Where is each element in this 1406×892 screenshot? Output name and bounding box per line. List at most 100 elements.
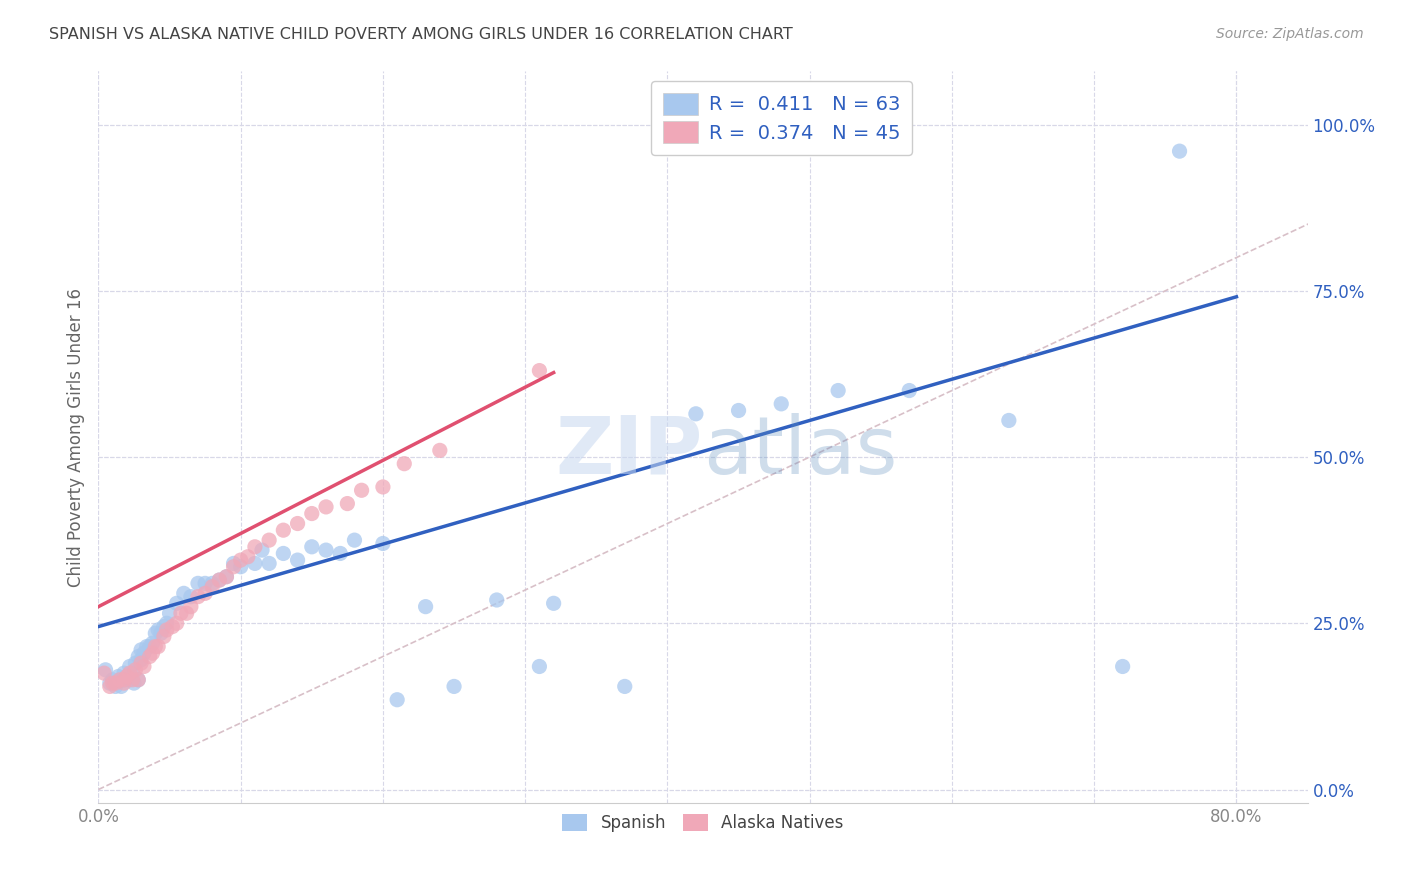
Point — [187, 576, 209, 591]
Point — [201, 580, 224, 594]
Point — [243, 557, 266, 571]
Point — [162, 619, 184, 633]
Point — [156, 623, 179, 637]
Point — [107, 669, 129, 683]
Point — [153, 630, 176, 644]
Point — [287, 516, 309, 531]
Point — [112, 673, 135, 687]
Point — [187, 590, 209, 604]
Point — [138, 640, 160, 654]
Point — [127, 649, 149, 664]
Point — [143, 626, 166, 640]
Point — [129, 653, 152, 667]
Point — [257, 557, 280, 571]
Point — [104, 676, 127, 690]
Point — [176, 607, 198, 621]
Point — [101, 676, 124, 690]
Point — [170, 607, 193, 621]
Point — [180, 599, 202, 614]
Point — [180, 590, 202, 604]
Point — [194, 586, 217, 600]
Point — [121, 666, 143, 681]
Point — [1111, 659, 1133, 673]
Point — [159, 607, 181, 621]
Point — [138, 649, 160, 664]
Point — [727, 403, 749, 417]
Point — [98, 676, 121, 690]
Point — [429, 443, 451, 458]
Point — [287, 553, 309, 567]
Point — [350, 483, 373, 498]
Point — [122, 676, 145, 690]
Point — [415, 599, 437, 614]
Point — [118, 666, 141, 681]
Point — [127, 673, 149, 687]
Point — [121, 673, 143, 687]
Point — [529, 363, 551, 377]
Point — [93, 666, 115, 681]
Point — [208, 573, 231, 587]
Point — [371, 480, 394, 494]
Point — [194, 576, 217, 591]
Text: ZIP: ZIP — [555, 413, 703, 491]
Point — [112, 673, 135, 687]
Text: SPANISH VS ALASKA NATIVE CHILD POVERTY AMONG GIRLS UNDER 16 CORRELATION CHART: SPANISH VS ALASKA NATIVE CHILD POVERTY A… — [49, 27, 793, 42]
Point — [257, 533, 280, 548]
Point — [156, 616, 179, 631]
Point — [385, 692, 408, 706]
Point — [998, 413, 1021, 427]
Point — [208, 573, 231, 587]
Point — [124, 656, 146, 670]
Point — [124, 663, 146, 677]
Legend: Spanish, Alaska Natives: Spanish, Alaska Natives — [555, 807, 851, 838]
Point — [394, 457, 416, 471]
Point — [129, 656, 152, 670]
Point — [153, 619, 176, 633]
Point — [129, 643, 152, 657]
Point — [229, 559, 252, 574]
Point — [132, 659, 155, 673]
Point — [115, 669, 138, 683]
Point — [135, 640, 157, 654]
Point — [110, 680, 132, 694]
Point — [215, 570, 238, 584]
Point — [166, 616, 188, 631]
Point — [115, 669, 138, 683]
Point — [166, 596, 188, 610]
Point — [222, 559, 245, 574]
Point — [315, 543, 337, 558]
Point — [173, 586, 195, 600]
Point — [150, 626, 173, 640]
Point — [343, 533, 366, 548]
Point — [529, 659, 551, 673]
Point — [112, 676, 135, 690]
Point — [141, 646, 163, 660]
Text: atlas: atlas — [703, 413, 897, 491]
Point — [141, 636, 163, 650]
Point — [898, 384, 921, 398]
Point — [229, 553, 252, 567]
Point — [127, 673, 149, 687]
Point — [827, 384, 849, 398]
Point — [98, 680, 121, 694]
Point — [443, 680, 465, 694]
Point — [315, 500, 337, 514]
Point — [118, 673, 141, 687]
Point — [485, 593, 508, 607]
Point — [146, 640, 169, 654]
Point — [543, 596, 565, 610]
Point — [146, 623, 169, 637]
Point — [770, 397, 793, 411]
Point — [101, 673, 124, 687]
Point — [1168, 144, 1191, 158]
Point — [94, 663, 117, 677]
Point — [273, 546, 295, 560]
Point — [201, 576, 224, 591]
Point — [104, 680, 127, 694]
Point — [301, 540, 323, 554]
Point — [215, 570, 238, 584]
Point — [685, 407, 707, 421]
Point — [236, 549, 259, 564]
Text: Source: ZipAtlas.com: Source: ZipAtlas.com — [1216, 27, 1364, 41]
Point — [250, 543, 273, 558]
